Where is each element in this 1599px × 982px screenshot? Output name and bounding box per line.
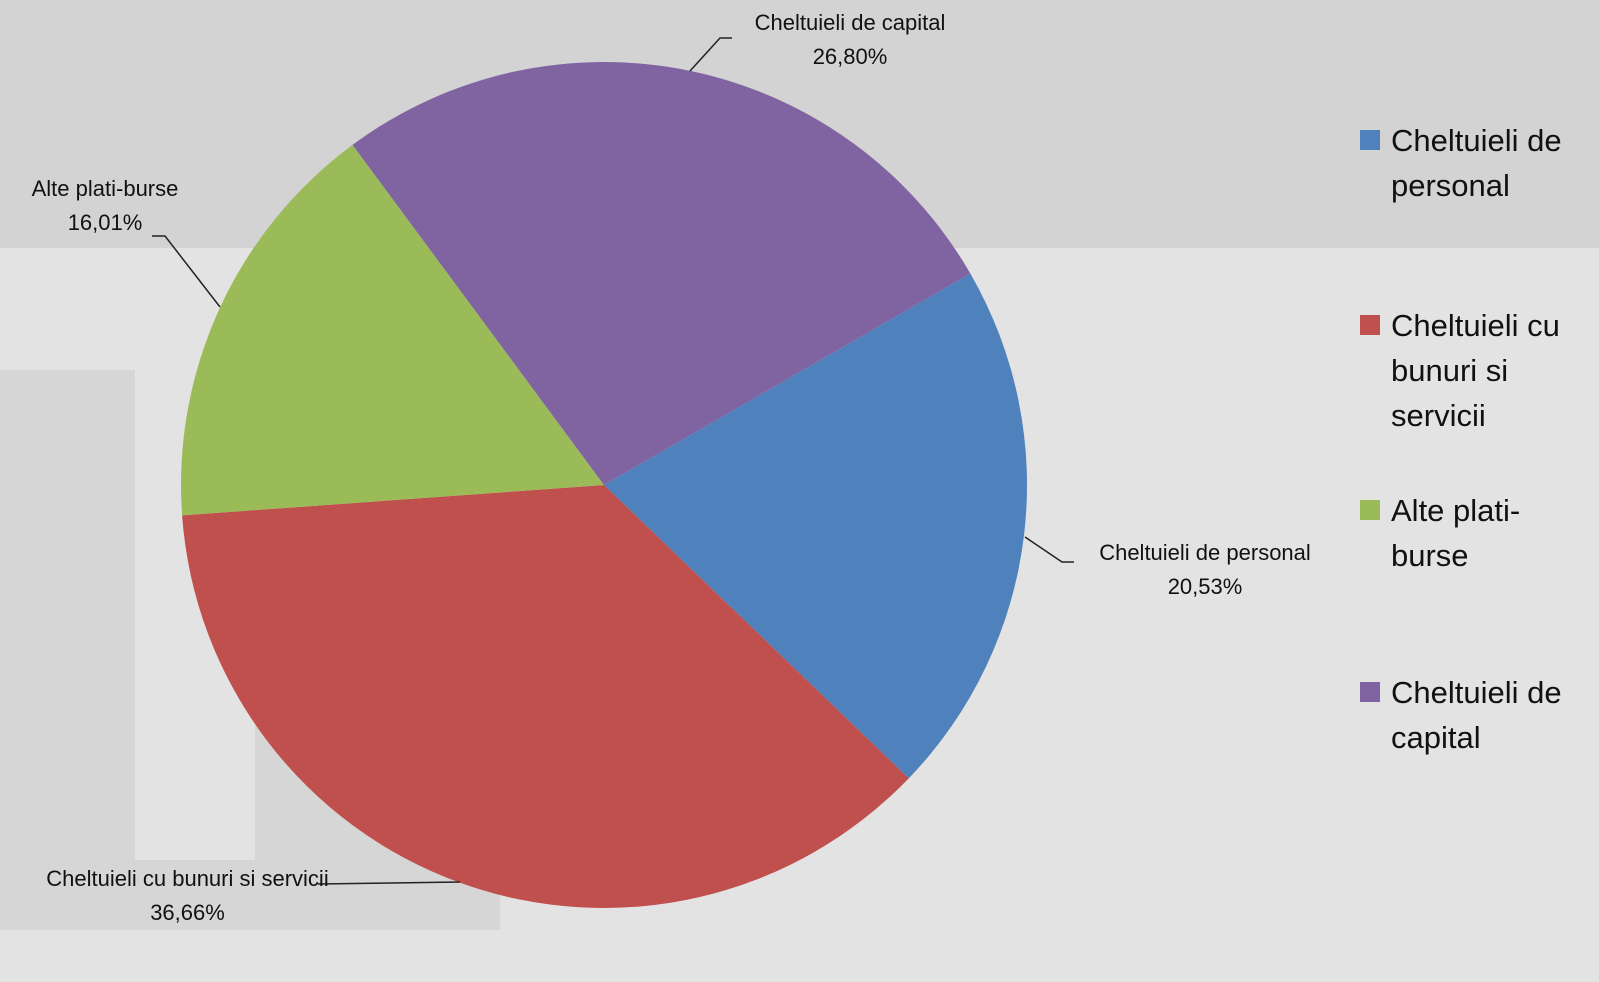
data-label-name: Cheltuieli cu bunuri si servicii: [46, 866, 329, 891]
data-label-name: Cheltuieli de capital: [754, 10, 946, 35]
leader-line: [317, 881, 461, 885]
legend-item: Cheltuieli de personal: [1360, 118, 1590, 208]
legend-swatch: [1360, 130, 1380, 150]
data-label-value: 36,66%: [150, 900, 225, 925]
legend-item: Alte plati-burse: [1360, 488, 1590, 578]
data-label: Cheltuieli de personal 20,53%: [1060, 536, 1350, 604]
legend-label: Alte plati-burse: [1391, 493, 1521, 573]
legend-item: Cheltuieli de capital: [1360, 670, 1590, 760]
data-label: Cheltuieli de capital 26,80%: [700, 6, 1000, 74]
watermark: [0, 860, 500, 930]
watermark: [0, 370, 135, 870]
pie-slice: [182, 485, 909, 909]
data-label-name: Cheltuieli de personal: [1099, 540, 1311, 565]
pie-slice: [352, 61, 971, 486]
legend-swatch: [1360, 682, 1380, 702]
data-label: Cheltuieli cu bunuri si servicii 36,66%: [40, 862, 335, 930]
data-label-name: Alte plati-burse: [31, 176, 179, 201]
data-label-value: 26,80%: [812, 44, 888, 69]
legend-label: Cheltuieli cu bunuri si servicii: [1391, 308, 1560, 433]
leader-line: [689, 37, 732, 72]
pie-slice: [604, 273, 1027, 779]
leader-line: [1024, 536, 1074, 563]
legend-item: Cheltuieli cu bunuri si servicii: [1360, 303, 1590, 438]
data-label-value: 16,01%: [67, 210, 143, 235]
data-label: Alte plati-burse 16,01%: [0, 172, 210, 240]
legend-label: Cheltuieli de capital: [1391, 675, 1562, 755]
data-label-value: 20,53%: [1167, 574, 1243, 599]
leader-line: [152, 235, 221, 308]
legend-swatch: [1360, 315, 1380, 335]
legend-label: Cheltuieli de personal: [1391, 123, 1562, 203]
pie-slice: [181, 144, 604, 516]
legend-swatch: [1360, 500, 1380, 520]
